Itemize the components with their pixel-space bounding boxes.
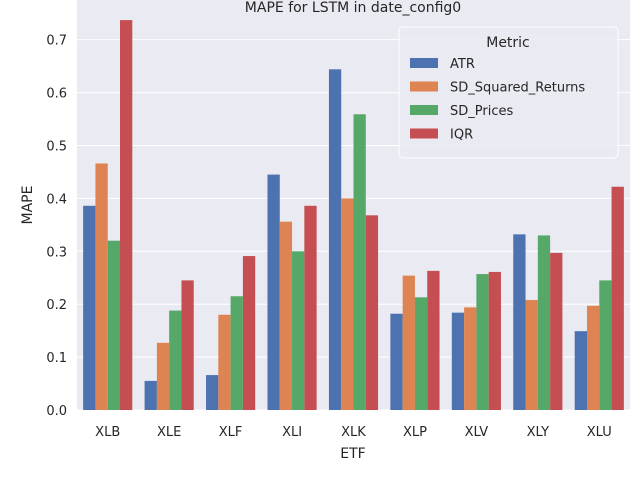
bar [341, 198, 354, 410]
bar [476, 274, 489, 410]
bar [402, 275, 415, 410]
legend-swatch [410, 58, 438, 68]
x-tick-label: XLV [465, 425, 489, 440]
bar [144, 380, 157, 410]
bar [365, 215, 379, 410]
legend-swatch [410, 128, 438, 139]
legend-box [398, 26, 619, 159]
bar [427, 270, 440, 410]
bar [292, 251, 305, 410]
bar [83, 205, 96, 410]
bar [414, 297, 428, 410]
bar [611, 186, 624, 410]
y-tick-label: 0.6 [46, 87, 67, 102]
bar [218, 314, 231, 410]
bar [169, 310, 182, 410]
legend-swatch [410, 105, 438, 115]
bar [599, 280, 612, 410]
bar [156, 342, 170, 410]
bar [586, 305, 600, 410]
x-tick-label: XLK [341, 425, 366, 440]
x-tick-label: XLE [157, 425, 181, 440]
x-axis-ticks: XLB XLE XLF XLI XLK XLP XLV XLY XLU [95, 425, 612, 440]
bar [267, 174, 280, 410]
y-tick-label: 0.2 [46, 298, 67, 313]
bar [181, 280, 194, 410]
y-tick-label: 0.1 [46, 351, 67, 366]
bar [230, 296, 243, 410]
x-axis-label: ETF [340, 446, 365, 462]
bar [353, 114, 366, 410]
bar [206, 375, 219, 410]
bar [107, 240, 121, 410]
legend-item-label: SD_Squared_Returns [450, 81, 585, 96]
bars [83, 20, 624, 411]
x-tick-label: XLY [527, 425, 549, 440]
y-tick-label: 0.7 [46, 34, 67, 49]
y-tick-label: 0.0 [46, 404, 67, 419]
bar [464, 307, 477, 410]
x-tick-label: XLU [587, 425, 612, 440]
x-tick-label: XLI [282, 425, 302, 440]
legend: Metric ATR SD_Squared_Returns SD_Prices IQR [398, 26, 619, 159]
legend-item-label: SD_Prices [450, 104, 513, 119]
bar [574, 331, 587, 410]
y-tick-label: 0.3 [46, 245, 67, 260]
bar [120, 20, 133, 411]
y-axis-label: MAPE [20, 186, 36, 225]
y-tick-label: 0.5 [46, 139, 67, 154]
chart-title: MAPE for LSTM in date_config0 [245, 0, 461, 16]
bar [390, 313, 403, 410]
y-axis-ticks: 0.0 0.1 0.2 0.3 0.4 0.5 0.6 0.7 [46, 34, 67, 419]
bar [550, 252, 563, 410]
bar [488, 271, 501, 410]
legend-items: ATR SD_Squared_Returns SD_Prices IQR [410, 57, 585, 143]
bar [328, 69, 342, 410]
bar [451, 312, 465, 410]
bar [304, 205, 317, 410]
bar [95, 163, 108, 410]
bar [242, 256, 256, 410]
legend-item-label: IQR [450, 128, 473, 143]
x-tick-label: XLB [95, 425, 120, 440]
x-tick-label: XLF [219, 425, 243, 440]
legend-swatch [410, 81, 438, 92]
legend-title: Metric [486, 35, 530, 51]
bar [279, 221, 293, 410]
bar [537, 235, 551, 410]
x-tick-label: XLP [403, 425, 427, 440]
bar [513, 234, 526, 410]
y-tick-label: 0.4 [46, 192, 67, 207]
bar [525, 299, 538, 410]
legend-item-label: ATR [450, 57, 475, 72]
